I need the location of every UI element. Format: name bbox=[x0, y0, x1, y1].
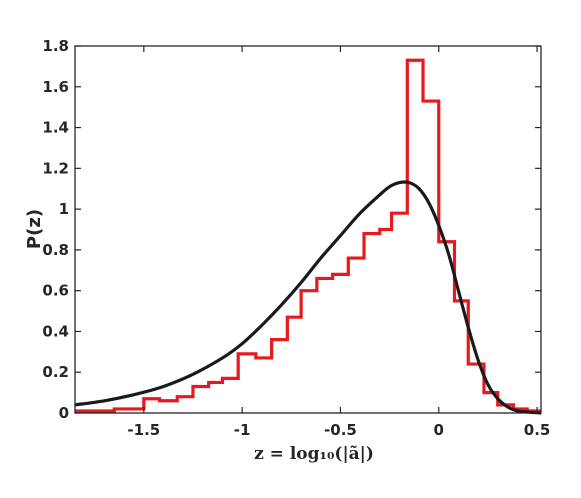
y-axis-label: P(z) bbox=[24, 209, 45, 249]
axes-frame bbox=[74, 45, 542, 414]
x-axis-label: z = log₁₀(|ã|) bbox=[254, 444, 374, 464]
histogram-series bbox=[75, 58, 541, 413]
x-tick-label: -1 bbox=[234, 421, 251, 439]
y-tick-label: 1.2 bbox=[42, 159, 69, 177]
y-tick-label: 0.2 bbox=[42, 363, 69, 381]
plot-area bbox=[75, 58, 541, 415]
y-tick-label: 0.8 bbox=[42, 241, 69, 259]
x-tick-label: -1.5 bbox=[127, 421, 160, 439]
x-tick-label: 0.5 bbox=[524, 421, 551, 439]
x-tick-label: -0.5 bbox=[324, 421, 357, 439]
y-tick-label: 0.6 bbox=[42, 282, 69, 300]
fit-curve-series bbox=[75, 180, 541, 415]
y-tick-label: 1.6 bbox=[42, 78, 69, 96]
y-tick-label: 1 bbox=[59, 200, 69, 218]
y-tick-label: 1.4 bbox=[42, 119, 69, 137]
ticks: -1.5 -1 -0.5 0 0.5 0 0.2 0.4 0.6 0.8 1 1.2 1.4 1.6 1.8 bbox=[42, 37, 550, 439]
y-tick-label: 0.4 bbox=[42, 322, 69, 340]
y-tick-label: 1.8 bbox=[42, 37, 69, 55]
x-tick-label: 0 bbox=[434, 421, 444, 439]
y-tick-label: 0 bbox=[59, 404, 69, 422]
